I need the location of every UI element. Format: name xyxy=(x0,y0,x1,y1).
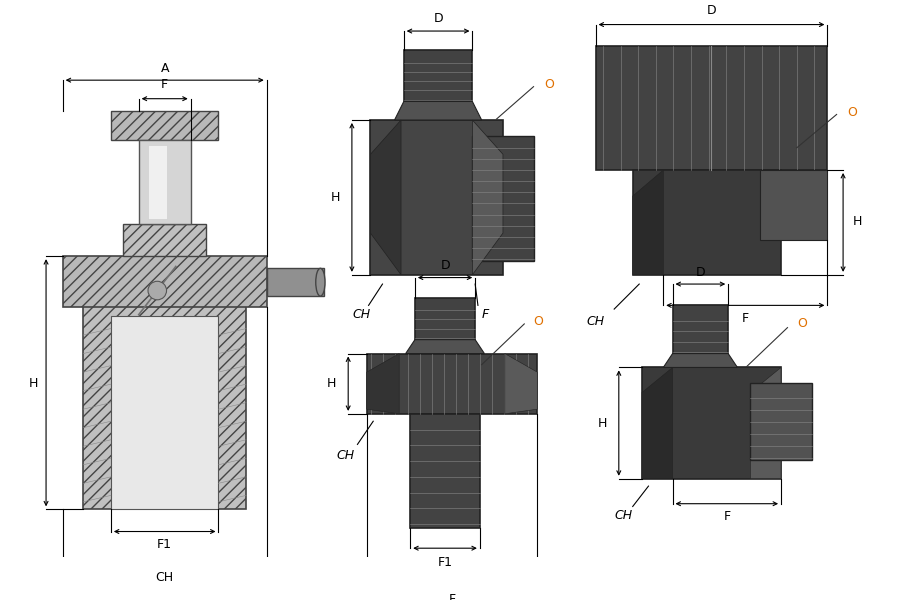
Polygon shape xyxy=(366,353,537,414)
Text: CH: CH xyxy=(352,308,370,321)
Polygon shape xyxy=(148,145,166,219)
Polygon shape xyxy=(760,170,827,241)
Polygon shape xyxy=(472,136,534,261)
Polygon shape xyxy=(472,120,503,275)
Text: CH: CH xyxy=(156,571,174,584)
Ellipse shape xyxy=(316,268,325,296)
Polygon shape xyxy=(394,101,482,120)
Text: O: O xyxy=(544,78,554,91)
Polygon shape xyxy=(83,289,247,509)
Text: H: H xyxy=(29,377,38,390)
Polygon shape xyxy=(505,353,537,414)
Text: D: D xyxy=(433,11,443,25)
Text: H: H xyxy=(853,215,862,229)
Polygon shape xyxy=(672,305,728,353)
Polygon shape xyxy=(406,340,484,353)
Text: F: F xyxy=(742,312,750,325)
Polygon shape xyxy=(111,316,219,509)
Text: O: O xyxy=(796,317,806,331)
Polygon shape xyxy=(111,111,219,140)
Polygon shape xyxy=(642,367,672,479)
Text: F1: F1 xyxy=(438,556,453,569)
Polygon shape xyxy=(139,140,191,224)
Text: F1: F1 xyxy=(158,538,172,551)
Polygon shape xyxy=(633,170,781,275)
Text: H: H xyxy=(330,191,340,205)
Polygon shape xyxy=(642,367,781,479)
Text: D: D xyxy=(696,266,706,278)
Polygon shape xyxy=(633,170,663,275)
Polygon shape xyxy=(266,268,324,296)
Text: CH: CH xyxy=(615,509,633,522)
Polygon shape xyxy=(410,414,480,528)
Polygon shape xyxy=(123,224,206,256)
Text: O: O xyxy=(848,106,858,119)
Text: F: F xyxy=(482,308,489,321)
Circle shape xyxy=(148,281,166,300)
Polygon shape xyxy=(415,298,475,340)
Polygon shape xyxy=(663,353,737,367)
Polygon shape xyxy=(366,353,400,414)
Polygon shape xyxy=(751,383,812,460)
Text: D: D xyxy=(441,259,450,272)
Text: F: F xyxy=(448,593,455,600)
Text: F: F xyxy=(724,510,731,523)
Polygon shape xyxy=(751,367,781,479)
Polygon shape xyxy=(596,46,827,170)
Polygon shape xyxy=(371,120,401,275)
Polygon shape xyxy=(63,256,266,307)
Polygon shape xyxy=(404,50,472,101)
Text: H: H xyxy=(598,416,607,430)
Text: F: F xyxy=(161,78,168,91)
Text: A: A xyxy=(160,62,169,74)
Text: H: H xyxy=(327,377,337,390)
Text: D: D xyxy=(706,4,716,17)
Polygon shape xyxy=(371,120,503,275)
Text: CH: CH xyxy=(337,449,355,462)
Text: O: O xyxy=(534,314,544,328)
Text: CH: CH xyxy=(587,314,605,328)
